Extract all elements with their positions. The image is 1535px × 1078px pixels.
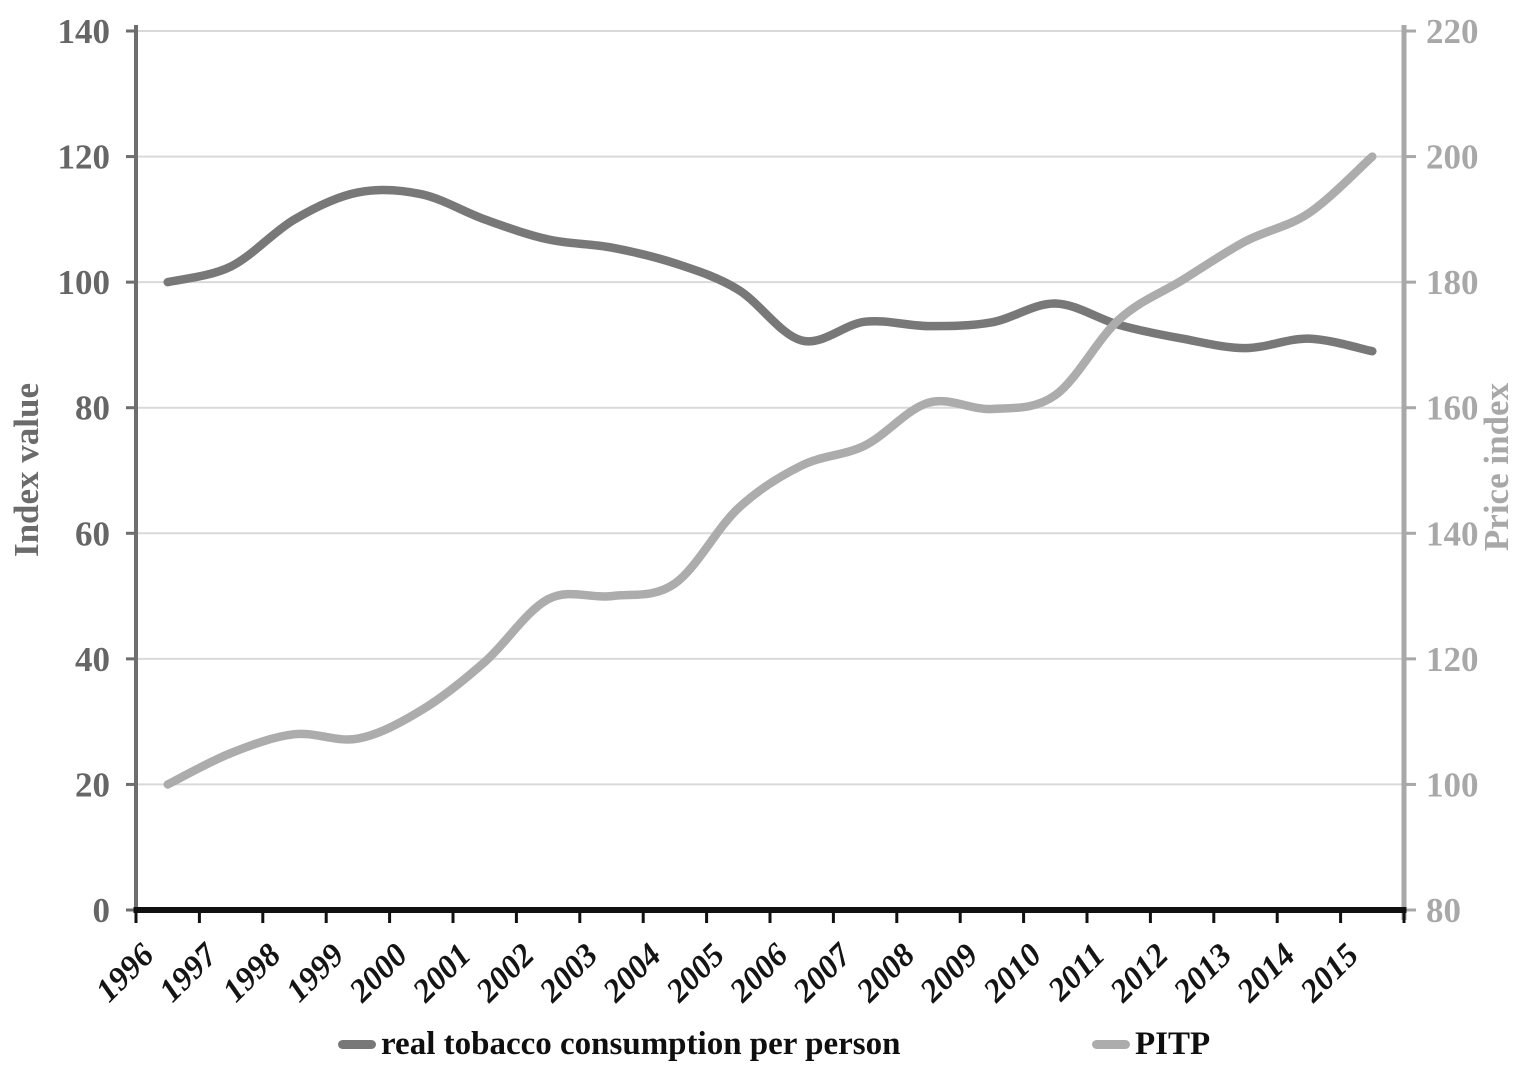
x-axis-year-label: 2008: [849, 937, 922, 1010]
x-axis-year-label: 2007: [786, 936, 860, 1010]
left-axis-tick-label: 0: [93, 891, 111, 930]
right-axis-tick-label: 160: [1426, 389, 1479, 428]
right-axis-tick-label: 100: [1426, 765, 1479, 804]
series-line-pitp: [163, 152, 1377, 789]
right-axis-tick-label: 220: [1426, 12, 1479, 51]
right-axis-title: Price index: [1477, 382, 1516, 551]
legend-item-pitp: PITP: [1092, 1026, 1210, 1062]
x-axis-year-label: 2010: [976, 937, 1049, 1010]
right-axis-tick-label: 140: [1426, 514, 1479, 553]
left-axis-title: Index value: [7, 383, 46, 557]
right-axis-tick-label: 200: [1426, 138, 1479, 177]
x-axis-year-label: 2002: [469, 937, 542, 1010]
left-axis-tick-label: 60: [75, 514, 110, 553]
x-axis-year-label: 2005: [659, 937, 732, 1010]
legend-label-pitp: PITP: [1135, 1026, 1211, 1062]
right-axis-tick-label: 180: [1426, 263, 1479, 302]
left-axis-tick-label: 40: [75, 640, 110, 679]
left-axis-tick-label: 100: [58, 263, 111, 302]
x-axis-year-label: 2003: [532, 937, 605, 1010]
x-axis-year-label: 2006: [723, 937, 796, 1010]
x-axis-year-label: 2004: [596, 937, 669, 1010]
x-axis-year-label: 2015: [1293, 937, 1366, 1010]
series-line-tobacco: [163, 185, 1377, 356]
x-axis-year-label: 1998: [216, 937, 288, 1009]
x-axis-year-label: 2001: [406, 937, 479, 1010]
x-axis-year-label: 2009: [913, 937, 986, 1010]
left-axis-tick-label: 140: [58, 12, 111, 51]
x-axis-year-label: 1999: [279, 937, 351, 1009]
x-axis-year-label: 1997: [153, 936, 226, 1009]
right-axis-tick-label: 120: [1426, 640, 1479, 679]
tobacco-line-swatch: [338, 1039, 376, 1049]
x-axis-year-label: 2013: [1166, 937, 1239, 1010]
x-axis-year-label: 2012: [1103, 937, 1176, 1010]
legend-item-tobacco: real tobacco consumption per person: [338, 1026, 900, 1062]
right-axis-tick-label: 80: [1426, 891, 1461, 930]
left-axis-tick-label: 20: [75, 765, 110, 804]
x-axis-year-label: 2000: [342, 937, 415, 1010]
pitp-line-swatch: [1092, 1039, 1130, 1049]
left-axis-tick-label: 80: [75, 389, 110, 428]
x-axis-year-label: 2014: [1230, 937, 1303, 1010]
left-axis-tick-label: 120: [58, 138, 111, 177]
legend-label-tobacco: real tobacco consumption per person: [381, 1026, 901, 1062]
x-axis-year-label: 1996: [89, 937, 161, 1009]
x-axis-year-label: 2011: [1041, 937, 1113, 1009]
